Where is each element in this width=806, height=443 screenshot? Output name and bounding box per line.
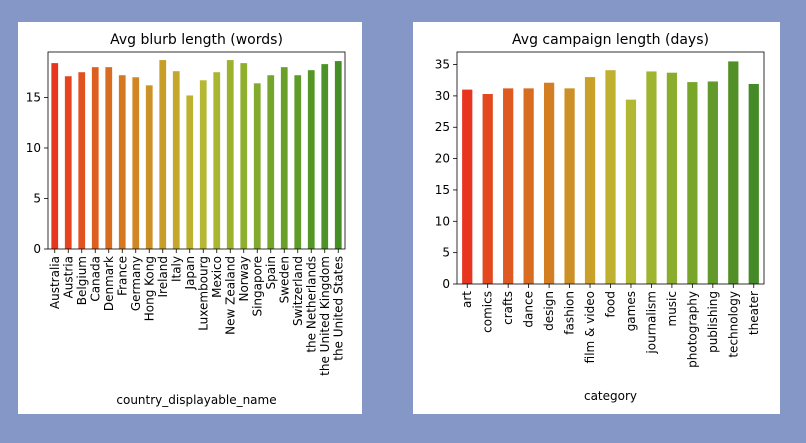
x-tick-label: Switzerland (291, 256, 305, 326)
x-tick-label: theater (747, 291, 761, 335)
bar-12 (213, 72, 221, 249)
x-tick-label: the United Kingdom (318, 256, 332, 376)
x-tick-label: Belgium (75, 256, 89, 305)
bar-3 (91, 67, 99, 250)
x-tick-label: New Zealand (223, 256, 237, 335)
chart-title: Avg blurb length (words) (110, 32, 283, 48)
bar-3 (523, 88, 534, 284)
y-tick-label: 0 (33, 242, 41, 256)
bar-19 (307, 70, 315, 249)
chart-title: Avg campaign length (days) (512, 32, 709, 48)
bar-9 (646, 71, 657, 284)
x-tick-label: France (115, 256, 129, 296)
bar-11 (199, 80, 207, 250)
x-tick-label: comics (481, 291, 495, 333)
y-tick-label: 5 (33, 191, 41, 205)
bar-5 (564, 88, 575, 284)
chart-panel-blurb-length: Avg blurb length (words) 0 5 10 15 Australia A… (18, 22, 362, 414)
x-tick-label: art (460, 291, 474, 308)
x-tick-label: crafts (501, 291, 515, 325)
bar-8 (625, 99, 637, 284)
bar-2 (503, 88, 514, 284)
x-tick-label: Denmark (102, 256, 116, 311)
bar-12 (707, 81, 718, 284)
bar-13 (226, 60, 234, 250)
x-tick-label: food (604, 291, 618, 318)
bar-9 (172, 71, 180, 249)
x-tick-label: Mexico (210, 256, 224, 298)
x-tick-label: music (665, 291, 679, 326)
chart-panel-campaign-length: Avg campaign length (days) 0 5 10 15 20 25 30 35… (413, 22, 780, 414)
bar-1 (64, 76, 72, 249)
bar-4 (543, 82, 555, 284)
x-tick-label: photography (685, 291, 699, 368)
campaign-length-chart: Avg campaign length (days) 0 5 10 15 20 25 30 35… (435, 32, 765, 403)
y-tick-label: 30 (435, 89, 450, 103)
bar-13 (728, 61, 739, 284)
bar-0 (51, 63, 59, 249)
x-tick-label: journalism (644, 291, 658, 355)
x-tick-label: Germany (129, 256, 143, 311)
y-tick-label: 15 (26, 90, 41, 104)
y-tick-label: 15 (435, 183, 450, 197)
bar-1 (482, 94, 493, 285)
blurb-length-chart: Avg blurb length (words) 0 5 10 15 Australia A… (26, 32, 346, 407)
bar-8 (159, 60, 167, 250)
x-tick-label: games (624, 291, 638, 331)
bar-11 (687, 82, 698, 285)
bar-5 (118, 75, 126, 249)
x-tick-label: Hong Kong (142, 256, 156, 321)
y-tick-label: 20 (435, 152, 450, 166)
bar-21 (334, 61, 342, 249)
y-tick-label: 35 (435, 58, 450, 72)
y-tick-label: 25 (435, 120, 450, 134)
bar-10 (186, 95, 194, 249)
y-tick-label: 5 (442, 246, 450, 260)
x-tick-label: Spain (264, 256, 278, 290)
bar-0 (462, 89, 473, 285)
bar-18 (294, 75, 302, 249)
bar-15 (253, 83, 261, 249)
bar-20 (321, 64, 329, 249)
x-tick-label: Canada (88, 256, 102, 302)
x-tick-label: Norway (237, 256, 251, 302)
y-tick-label: 0 (442, 277, 450, 291)
bar-2 (78, 72, 86, 249)
x-tick-label: Singapore (250, 256, 264, 317)
y-tick-label: 10 (26, 141, 41, 155)
x-tick-label: fashion (563, 291, 577, 335)
x-tick-label: publishing (706, 291, 720, 353)
x-tick-label: Australia (48, 256, 62, 309)
x-tick-label: Ireland (156, 256, 170, 298)
bar-16 (267, 75, 275, 249)
x-tick-label: the United States (331, 256, 345, 361)
x-tick-label: the Netherlands (304, 256, 318, 353)
x-tick-label: Japan (183, 256, 197, 290)
x-tick-label: dance (522, 291, 536, 328)
x-tick-label: technology (726, 291, 740, 358)
bar-6 (584, 77, 596, 284)
bar-7 (605, 70, 616, 285)
plot-frame (47, 51, 346, 250)
x-tick-label: Austria (61, 256, 75, 298)
bar-7 (145, 85, 153, 249)
bar-10 (666, 72, 678, 284)
bar-17 (280, 67, 288, 250)
bar-4 (105, 67, 113, 250)
bar-14 (240, 63, 248, 249)
x-tick-label: Italy (169, 256, 183, 282)
bar-6 (132, 77, 140, 249)
x-tick-label: Luxembourg (196, 256, 210, 331)
bar-14 (748, 83, 759, 284)
x-axis-label: category (584, 389, 637, 403)
x-axis-label: country_displayable_name (116, 393, 276, 407)
y-tick-label: 10 (435, 214, 450, 228)
x-tick-label: film & video (583, 291, 597, 363)
x-tick-label: design (542, 291, 556, 331)
x-tick-label: Sweden (277, 256, 291, 303)
